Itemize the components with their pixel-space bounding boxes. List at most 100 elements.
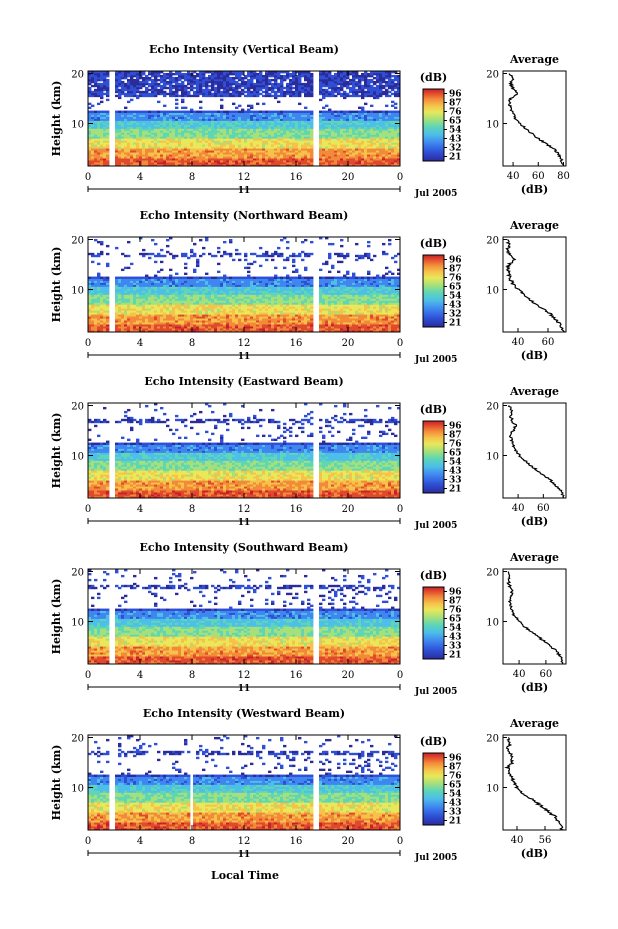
- heatmap-cell: [322, 162, 326, 165]
- heatmap-cell: [259, 150, 263, 153]
- x-tick-label: 0: [85, 172, 91, 183]
- heatmap-cell: [208, 122, 212, 125]
- heatmap-cell: [100, 116, 104, 119]
- heatmap-cell: [244, 130, 248, 133]
- heatmap-cell: [124, 114, 128, 117]
- heatmap-cell: [328, 120, 332, 123]
- heatmap-cell: [265, 86, 269, 90]
- heatmap-cell: [379, 110, 383, 113]
- heatmap-cell: [280, 134, 284, 137]
- heatmap-cell: [277, 112, 281, 115]
- heatmap-cell: [145, 114, 149, 117]
- heatmap-cell: [280, 144, 284, 147]
- heatmap-cell: [253, 76, 257, 80]
- heatmap-cell: [361, 106, 365, 110]
- heatmap-cell: [391, 104, 395, 108]
- heatmap-cell: [301, 138, 305, 141]
- heatmap-cell: [283, 92, 287, 96]
- heatmap-cell: [181, 72, 185, 76]
- heatmap-cell: [115, 144, 119, 147]
- heatmap-cell: [328, 164, 332, 167]
- heatmap-cell: [274, 158, 278, 161]
- heatmap-cell: [166, 244, 170, 248]
- heatmap-cell: [202, 162, 206, 165]
- heatmap-cell: [307, 128, 311, 131]
- heatmap-cell: [247, 158, 251, 161]
- heatmap-cell: [298, 72, 302, 76]
- heatmap-cell: [280, 84, 284, 88]
- heatmap-cell: [175, 72, 179, 76]
- heatmap-cell: [244, 86, 248, 90]
- heatmap-cell: [247, 142, 251, 145]
- heatmap-cell: [157, 74, 161, 78]
- heatmap-cell: [106, 78, 110, 82]
- heatmap-cell: [130, 140, 134, 143]
- heatmap-cell: [244, 148, 248, 151]
- heatmap-cell: [103, 150, 107, 153]
- heatmap-cell: [211, 112, 215, 115]
- heatmap-cell: [328, 116, 332, 119]
- heatmap-cell: [304, 148, 308, 151]
- heatmap-cell: [100, 152, 104, 155]
- heatmap-cell: [229, 92, 233, 96]
- heatmap-cell: [127, 142, 131, 145]
- heatmap-cell: [232, 112, 236, 115]
- heatmap-cell: [103, 132, 107, 135]
- heatmap-cell: [94, 72, 98, 76]
- heatmap-cell: [322, 110, 326, 113]
- heatmap-cell: [208, 128, 212, 131]
- heatmap-cell: [394, 82, 398, 86]
- heatmap-cell: [226, 120, 230, 123]
- heatmap-cell: [319, 164, 323, 167]
- heatmap-cell: [163, 138, 167, 141]
- heatmap-cell: [295, 160, 299, 163]
- heatmap-cell: [265, 128, 269, 131]
- heatmap-cell: [241, 160, 245, 163]
- heatmap-cell: [370, 110, 374, 113]
- heatmap-cell: [307, 160, 311, 163]
- heatmap-cell: [97, 138, 101, 141]
- heatmap-cell: [136, 122, 140, 125]
- heatmap-cell: [199, 134, 203, 137]
- heatmap-cell: [304, 88, 308, 92]
- heatmap-cell: [289, 156, 293, 159]
- heatmap-cell: [289, 148, 293, 151]
- heatmap-cell: [265, 154, 269, 157]
- heatmap-cell: [217, 164, 221, 167]
- heatmap-cell: [238, 112, 242, 115]
- heatmap-cell: [304, 162, 308, 165]
- heatmap-cell: [235, 92, 239, 96]
- heatmap-cell: [187, 132, 191, 135]
- heatmap-cell: [160, 142, 164, 145]
- heatmap-cell: [307, 94, 311, 98]
- heatmap-cell: [121, 116, 125, 119]
- heatmap-cell: [277, 132, 281, 135]
- heatmap-cell: [172, 162, 176, 165]
- heatmap-cell: [148, 110, 152, 113]
- heatmap-cell: [127, 128, 131, 131]
- heatmap-cell: [169, 71, 173, 74]
- heatmap-cell: [283, 112, 287, 115]
- heatmap-cell: [289, 158, 293, 161]
- heatmap-cell: [187, 72, 191, 76]
- heatmap-cell: [160, 148, 164, 151]
- heatmap-cell: [220, 132, 224, 135]
- heatmap-cell: [97, 142, 101, 145]
- heatmap-cell: [151, 156, 155, 159]
- heatmap-cell: [274, 130, 278, 133]
- heatmap-cell: [94, 146, 98, 149]
- heatmap-cell: [217, 160, 221, 163]
- heatmap-cell: [139, 128, 143, 131]
- heatmap-cell: [214, 72, 218, 76]
- heatmap-cell: [229, 82, 233, 86]
- heatmap-cell: [178, 122, 182, 125]
- heatmap-cell: [307, 156, 311, 159]
- heatmap-cell: [217, 132, 221, 135]
- heatmap-cell: [172, 122, 176, 125]
- heatmap-cell: [307, 162, 311, 165]
- heatmap-cell: [301, 120, 305, 123]
- heatmap-cell: [217, 76, 221, 80]
- heatmap-cell: [271, 134, 275, 137]
- heatmap-cell: [265, 152, 269, 155]
- heatmap-cell: [301, 71, 305, 74]
